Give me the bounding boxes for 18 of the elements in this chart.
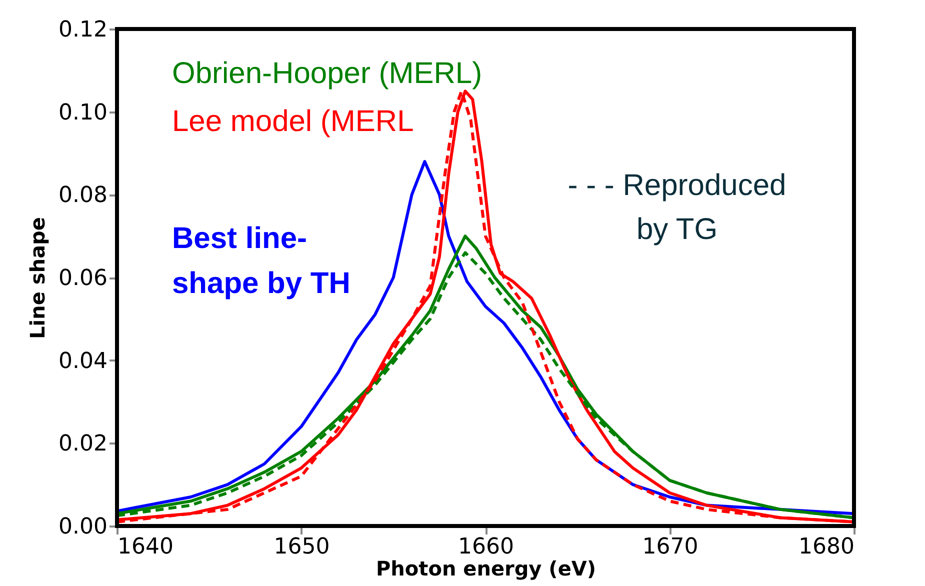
- y-tick-label: 0.10: [58, 100, 108, 126]
- x-tick-label: 1670: [642, 534, 698, 560]
- annotation: - - - Reproduced by TG: [568, 169, 786, 246]
- y-tick-label: 0.04: [58, 348, 108, 374]
- y-tick-label: 0.12: [58, 18, 108, 42]
- text: Obrien-Hooper (MERL): [172, 57, 482, 90]
- series-label: Best line-shape by TH: [172, 222, 350, 300]
- x-tick-label: 1640: [118, 534, 174, 560]
- x-tick-label: 1660: [458, 534, 514, 560]
- y-tick-label: 0.02: [58, 432, 108, 457]
- series-label: Lee model (MERL: [172, 105, 414, 138]
- x-tick-label: 1680: [798, 534, 854, 560]
- y-tick-label: 0.06: [58, 266, 108, 291]
- y-tick-label: 0.08: [58, 183, 108, 208]
- y-axis-title: Line shape: [26, 217, 50, 339]
- x-tick-label: 1650: [274, 534, 330, 560]
- y-tick-label: 0.00: [58, 514, 108, 540]
- x-axis-title: Photon energy (eV): [376, 556, 596, 580]
